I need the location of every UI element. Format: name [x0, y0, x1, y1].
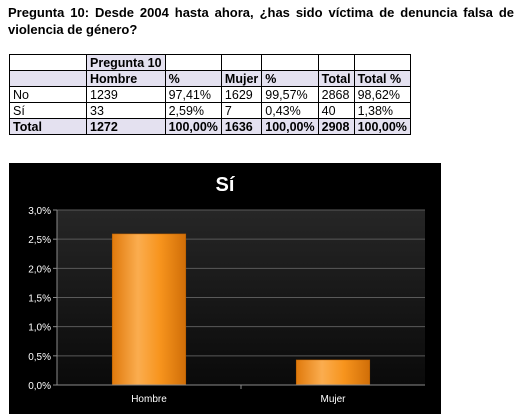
table-cell: 7	[220, 102, 263, 119]
table-cell: 1629	[220, 86, 263, 103]
column-header: Hombre	[86, 70, 166, 87]
y-tick-label: 2,0%	[28, 264, 51, 275]
bars	[111, 233, 371, 386]
table-empty-cell	[353, 54, 411, 71]
y-tick-label: 1,5%	[28, 294, 51, 305]
table-cell: 2868	[317, 86, 355, 103]
table-cell: 0,43%	[261, 102, 319, 119]
row-label: No	[9, 86, 87, 103]
x-tick-label: Mujer	[320, 394, 346, 405]
table-cell: 98,62%	[353, 86, 411, 103]
table-corner-cell	[9, 54, 87, 71]
table-cell: 100,00%	[164, 118, 222, 135]
bar-hombre	[111, 233, 187, 386]
table-cell: 2,59%	[164, 102, 222, 119]
group-header-cell: Pregunta 10	[86, 54, 166, 71]
table-cell: 1,38%	[353, 102, 411, 119]
table-cell: 1272	[86, 118, 166, 135]
table-group-header-row: Pregunta 10	[9, 54, 411, 71]
table-cell: 1239	[86, 86, 166, 103]
x-tick-label: Hombre	[131, 394, 167, 405]
table-empty-cell	[164, 54, 222, 71]
y-tick-label: 1,0%	[28, 323, 51, 334]
chart-container: Sí 0,0% 0,5% 1,0% 1,5% 2,0% 2,5% 3,0% Hombre Mu…	[9, 163, 441, 414]
table-cell: 33	[86, 102, 166, 119]
y-tick-label: 0,5%	[28, 352, 51, 363]
table-row: Sí 33 2,59% 7 0,43% 40 1,38%	[9, 102, 411, 119]
y-tick-label: 2,5%	[28, 235, 51, 246]
y-tick-label: 3,0%	[28, 206, 51, 217]
chart-title: Sí	[216, 174, 236, 196]
table-empty-cell	[220, 54, 263, 71]
table-total-row: Total 1272 100,00% 1636 100,00% 2908 100…	[9, 118, 411, 135]
column-header: %	[261, 70, 319, 87]
table-cell: 97,41%	[164, 86, 222, 103]
row-label: Total	[9, 118, 87, 135]
bar-chart: Sí 0,0% 0,5% 1,0% 1,5% 2,0% 2,5% 3,0% Hombre Mu…	[9, 163, 441, 414]
table-row: No 1239 97,41% 1629 99,57% 2868 98,62%	[9, 86, 411, 103]
table-cell: 2908	[317, 118, 355, 135]
table-cell: 100,00%	[261, 118, 319, 135]
column-header: Mujer	[220, 70, 263, 87]
table-cell: 1636	[220, 118, 263, 135]
y-tick-label: 0,0%	[28, 381, 51, 392]
table-empty-cell	[261, 54, 319, 71]
table-column-header-row: Hombre % Mujer % Total Total %	[9, 70, 411, 87]
table-corner-cell	[9, 70, 87, 87]
bar-mujer	[295, 359, 371, 386]
table-cell: 99,57%	[261, 86, 319, 103]
column-header: Total %	[353, 70, 411, 87]
table-cell: 100,00%	[353, 118, 411, 135]
column-header: %	[164, 70, 222, 87]
row-label: Sí	[9, 102, 87, 119]
table-empty-cell	[317, 54, 355, 71]
x-axis-ticks: Hombre Mujer	[131, 385, 346, 405]
column-header: Total	[317, 70, 355, 87]
results-table: Pregunta 10 Hombre % Mujer % Total Total…	[9, 54, 411, 135]
table-cell: 40	[317, 102, 355, 119]
question-text: Pregunta 10: Desde 2004 hasta ahora, ¿ha…	[8, 5, 514, 37]
y-axis-ticks: 0,0% 0,5% 1,0% 1,5% 2,0% 2,5% 3,0%	[28, 206, 57, 392]
